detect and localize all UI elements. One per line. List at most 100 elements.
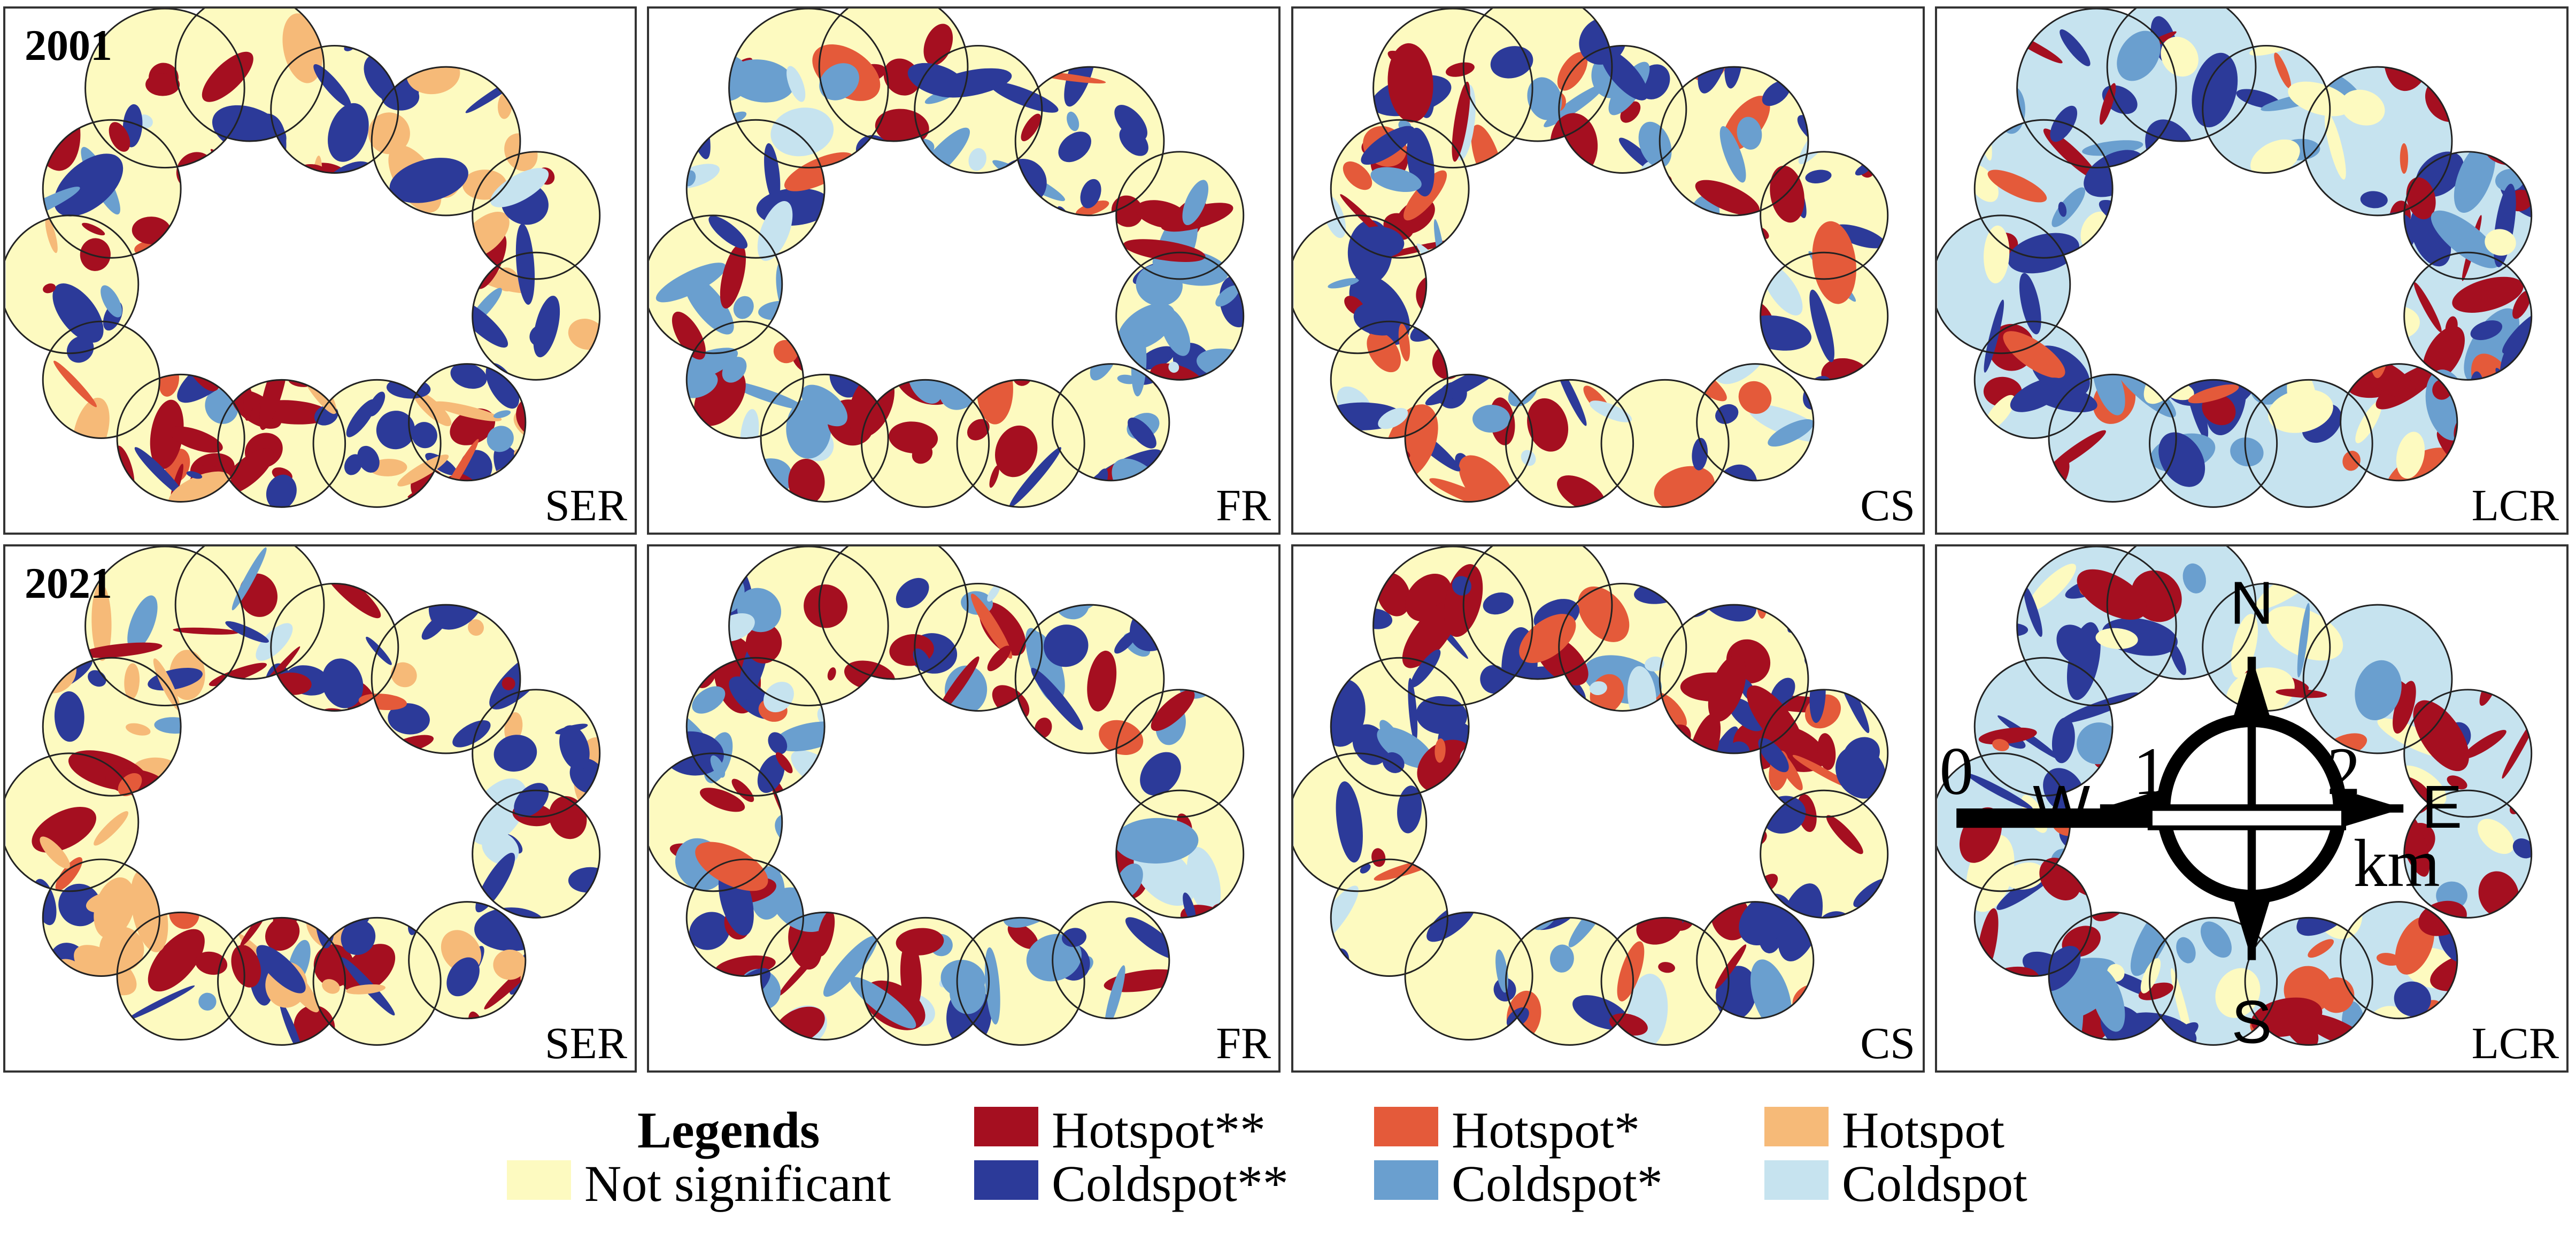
hotspot-patch (967, 419, 990, 441)
hotspot-patch (940, 960, 985, 998)
hotspot-patch (945, 283, 998, 358)
map-panel-2021-cs: CS (1291, 544, 1925, 1073)
hotspot-patch (2266, 188, 2316, 221)
hotspot-patch (1987, 169, 2047, 203)
hotspot-patch (1370, 167, 1422, 192)
hotspot-patch (2485, 229, 2516, 256)
hotspot-patch (2495, 367, 2529, 423)
hotspot-patch (493, 949, 527, 980)
variable-label-lcr-2021: LCR (2471, 1019, 2559, 1068)
hotspot-patch (764, 143, 781, 203)
hotspot-patch (1521, 450, 1536, 466)
hotspot-patch (987, 583, 1000, 602)
hotspot-patch (692, 686, 726, 714)
hotspot-patch (150, 399, 184, 469)
hotspot-patch (827, 667, 836, 681)
hotspot-patch (1367, 331, 1401, 373)
hotspot-patch (2191, 253, 2218, 302)
hotspot-patch (1770, 165, 1804, 223)
hotspot-patch (231, 945, 261, 988)
legend-swatch-not-significant (507, 1160, 571, 1200)
hotspot-patch (768, 732, 788, 754)
hotspot-patch (541, 926, 584, 997)
hotspot-patch (675, 582, 717, 665)
hotspot-patch (1611, 795, 1663, 829)
hotspot-patch (148, 929, 205, 992)
hotspot-patch (1123, 239, 1206, 262)
hotspot-patch (315, 743, 381, 777)
hotspot-patch (757, 201, 793, 261)
hotspot-patch (1835, 745, 1886, 799)
hotspot-patch (1176, 598, 1236, 638)
scale-tick-0: 0 (1940, 734, 1973, 809)
hotspot-patch (1176, 410, 1238, 441)
hotspot-patch (1827, 127, 1841, 141)
hotspot-patch (1120, 568, 1183, 589)
hotspot-patch (2361, 242, 2393, 273)
hotspot-patch (1137, 562, 1188, 600)
hotspot-patch (745, 623, 782, 664)
hotspot-patch (2019, 273, 2041, 335)
hotspot-patch (1160, 307, 1191, 356)
hotspot-patch (2176, 937, 2196, 964)
hotspot-patch (1578, 586, 1630, 642)
hotspot-patch (1229, 141, 1244, 159)
hotspot-patch (2394, 981, 2431, 1016)
hotspot-patch (2288, 81, 2351, 117)
hotspot-patch (2286, 194, 2309, 212)
hotspot-patch (376, 411, 415, 450)
hotspot-patch (554, 606, 575, 634)
hotspot-patch (337, 860, 384, 908)
hotspot-patch (549, 796, 587, 839)
hotspot-patch (2008, 233, 2079, 274)
hotspot-patch (1748, 404, 1827, 442)
hotspot-patch (920, 757, 960, 828)
hotspot-patch (989, 465, 1000, 488)
hotspot-patch (549, 911, 600, 955)
hotspot-patch (1584, 888, 1644, 896)
hotspot-patch (58, 883, 101, 927)
hotspot-patch (788, 458, 825, 505)
hotspot-patch (2319, 290, 2351, 316)
legend-label-hotspot-99: Hotspot** (1052, 1101, 1266, 1159)
hotspot-patch (2230, 437, 2264, 467)
hotspot-patch (52, 283, 104, 343)
hotspot-patch (271, 806, 314, 845)
hotspot-patch (2050, 105, 2078, 142)
hotspot-patch (655, 263, 727, 303)
hotspot-patch (886, 183, 911, 248)
hotspot-patch (2355, 660, 2402, 721)
hotspot-patch (101, 285, 122, 318)
hotspot-patch (2251, 997, 2323, 1037)
hotspot-patch (2376, 953, 2401, 966)
hotspot-patch (438, 797, 489, 821)
hotspot-patch (2268, 389, 2333, 433)
legend-label-coldspot-90: Coldspot (1842, 1155, 2027, 1212)
hotspot-patch (452, 720, 491, 747)
hotspot-patch (243, 387, 253, 421)
hotspot-patch (490, 168, 549, 207)
hotspot-patch (2158, 432, 2205, 487)
hotspot-patch (1168, 361, 1179, 373)
hotspot-patch (939, 765, 984, 806)
hotspot-patch (827, 792, 858, 815)
hotspot-patch (292, 736, 335, 777)
hotspot-patch (1658, 345, 1674, 365)
hotspot-patch (1323, 449, 1363, 489)
hotspot-patch (433, 401, 502, 421)
hotspot-patch (1009, 447, 1061, 507)
hotspot-patch (412, 422, 437, 449)
hotspot-patch (446, 957, 480, 997)
hotspot-patch (94, 811, 129, 846)
hotspot-patch (2003, 331, 2065, 379)
hotspot-patch (1813, 413, 1839, 441)
hotspot-patch (2077, 569, 2147, 620)
hotspot-patch (573, 973, 600, 991)
hotspot-patch (804, 584, 848, 628)
hotspot-patch (1626, 766, 1680, 812)
hotspot-patch (294, 816, 327, 839)
hotspot-patch (722, 357, 747, 383)
hotspot-patch (349, 281, 405, 348)
hotspot-patch (168, 426, 223, 453)
hotspot-patch (1737, 117, 1762, 150)
